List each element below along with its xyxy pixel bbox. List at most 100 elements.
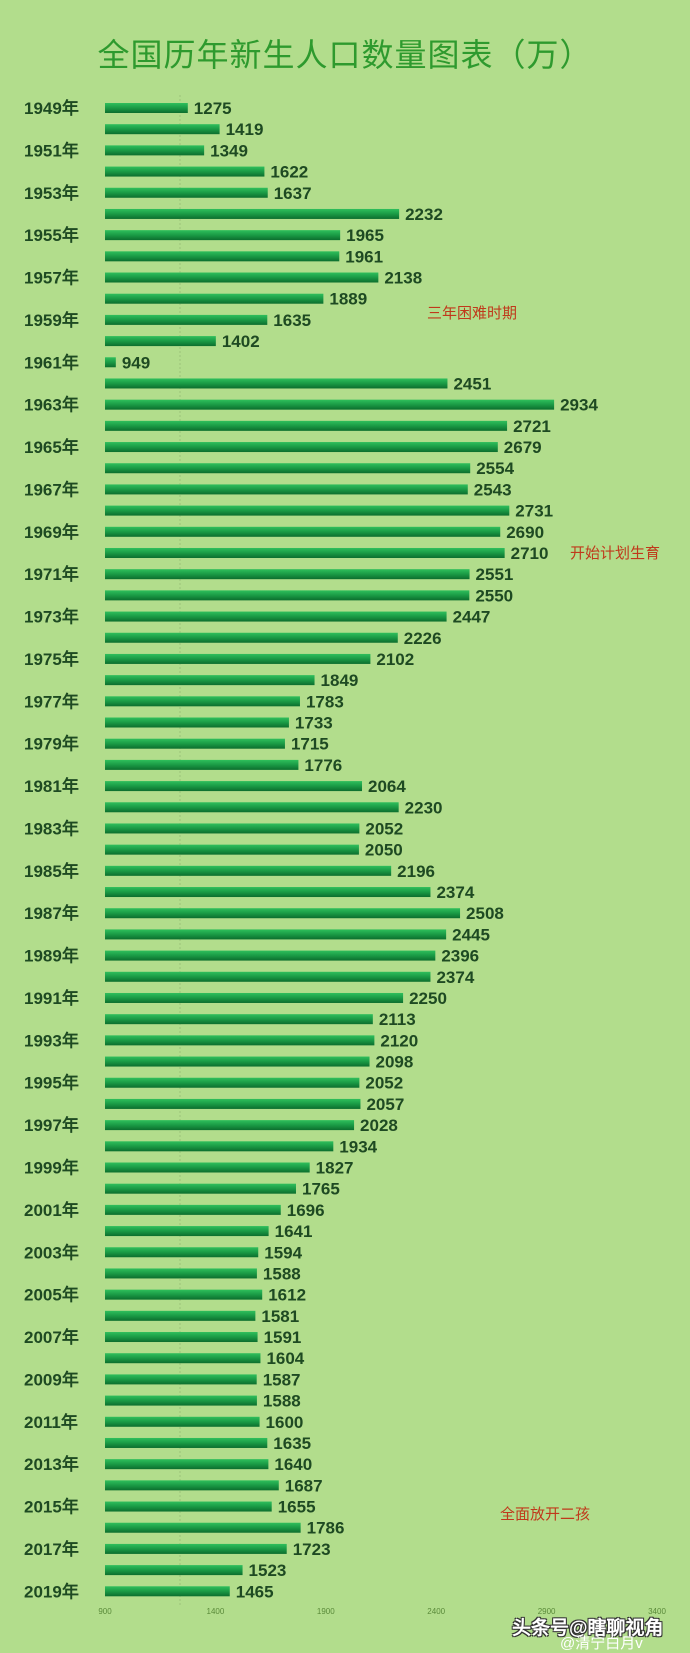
value-label-2005: 1612 (268, 1286, 306, 1305)
year-label-1977: 1977年 (24, 691, 79, 711)
value-label-1963: 2934 (560, 396, 598, 415)
bar-1955 (105, 230, 341, 241)
value-label-1998: 1934 (339, 1137, 377, 1156)
value-label-1988: 2445 (452, 925, 490, 944)
bar-1977 (105, 696, 300, 707)
bar-2013 (105, 1459, 269, 1470)
value-label-2000: 1765 (302, 1180, 340, 1199)
value-label-2016: 1786 (307, 1519, 345, 1538)
year-label-2009: 2009年 (24, 1369, 79, 1389)
value-label-1969: 2690 (506, 523, 544, 542)
bar-1998 (105, 1141, 334, 1152)
annotation-famine: 三年困难时期 (427, 304, 518, 322)
year-label-1993: 1993年 (24, 1030, 79, 1050)
year-label-1953: 1953年 (24, 183, 79, 203)
bar-1975 (105, 653, 371, 664)
bar-1974 (105, 632, 398, 643)
year-label-1973: 1973年 (24, 607, 79, 627)
bar-1956 (105, 251, 340, 262)
value-label-1999: 1827 (316, 1159, 354, 1178)
value-label-1991: 2250 (409, 989, 447, 1008)
value-label-2010: 1588 (263, 1392, 301, 1411)
value-label-1984: 2050 (365, 841, 403, 860)
bar-1954 (105, 208, 400, 219)
bar-2019 (105, 1586, 230, 1597)
year-label-1949: 1949年 (24, 98, 79, 118)
bar-1969 (105, 526, 501, 537)
value-label-1968: 2731 (515, 502, 553, 521)
x-tick-900: 900 (98, 1607, 112, 1616)
bar-2018 (105, 1565, 243, 1576)
bar-1966 (105, 463, 471, 474)
value-label-1992: 2113 (379, 1010, 416, 1029)
x-tick-1400: 1400 (207, 1607, 225, 1616)
value-label-2004: 1588 (263, 1264, 301, 1283)
value-label-1960: 1402 (222, 332, 260, 351)
bar-2007 (105, 1332, 258, 1343)
value-label-1956: 1961 (345, 247, 383, 266)
value-label-1959: 1635 (273, 311, 311, 330)
bar-1960 (105, 336, 216, 347)
year-label-2013: 2013年 (24, 1454, 79, 1474)
bar-1978 (105, 717, 289, 728)
watermark-toutiao: 头条号@瞎聊视角 (512, 1618, 664, 1639)
bar-1959 (105, 314, 268, 325)
value-label-1953: 1637 (274, 184, 312, 203)
bar-1979 (105, 738, 285, 749)
value-label-1978: 1733 (295, 714, 333, 733)
bar-1973 (105, 611, 447, 622)
bar-1985 (105, 865, 392, 876)
bar-1961 (105, 357, 116, 368)
bar-1980 (105, 759, 299, 770)
year-label-1965: 1965年 (24, 437, 79, 457)
year-label-1979: 1979年 (24, 734, 79, 754)
bar-1970 (105, 547, 505, 558)
year-label-1963: 1963年 (24, 395, 79, 415)
value-label-1971: 2551 (476, 565, 514, 584)
bar-2014 (105, 1480, 279, 1491)
bar-2012 (105, 1437, 268, 1448)
year-label-2005: 2005年 (24, 1285, 79, 1305)
bar-1992 (105, 1014, 373, 1025)
value-label-1974: 2226 (404, 629, 442, 648)
year-label-1995: 1995年 (24, 1073, 79, 1093)
bar-2010 (105, 1395, 257, 1406)
value-label-2012: 1635 (273, 1434, 311, 1453)
bar-1982 (105, 802, 399, 813)
value-label-1986: 2374 (436, 883, 474, 902)
bar-1989 (105, 950, 436, 961)
bar-2008 (105, 1353, 261, 1364)
year-label-1967: 1967年 (24, 479, 79, 499)
year-label-2019: 2019年 (24, 1581, 79, 1601)
value-label-1972: 2550 (475, 586, 513, 605)
year-label-1951: 1951年 (24, 140, 79, 160)
bar-2001 (105, 1204, 281, 1215)
year-label-1989: 1989年 (24, 946, 79, 966)
value-label-1982: 2230 (405, 798, 443, 817)
year-label-1985: 1985年 (24, 861, 79, 881)
bar-1987 (105, 908, 461, 919)
value-label-1957: 2138 (384, 269, 422, 288)
value-label-1995: 2052 (365, 1074, 403, 1093)
value-label-2014: 1687 (285, 1476, 323, 1495)
value-label-2019: 1465 (236, 1582, 274, 1601)
year-label-1975: 1975年 (24, 649, 79, 669)
bar-1993 (105, 1035, 375, 1046)
value-label-1949: 1275 (194, 99, 232, 118)
value-label-1950: 1419 (226, 120, 264, 139)
value-label-2003: 1594 (264, 1243, 302, 1262)
bar-2002 (105, 1226, 269, 1237)
year-label-1961: 1961年 (24, 352, 79, 372)
value-label-1987: 2508 (466, 904, 504, 923)
x-tick-1900: 1900 (317, 1607, 335, 1616)
value-label-2018: 1523 (249, 1561, 287, 1580)
bar-1962 (105, 378, 448, 389)
bar-1968 (105, 505, 510, 516)
bar-1984 (105, 844, 359, 855)
value-label-1983: 2052 (365, 819, 403, 838)
value-label-2009: 1587 (263, 1370, 301, 1389)
bar-1988 (105, 929, 447, 940)
x-tick-3400: 3400 (648, 1607, 666, 1616)
year-label-2017: 2017年 (24, 1539, 79, 1559)
